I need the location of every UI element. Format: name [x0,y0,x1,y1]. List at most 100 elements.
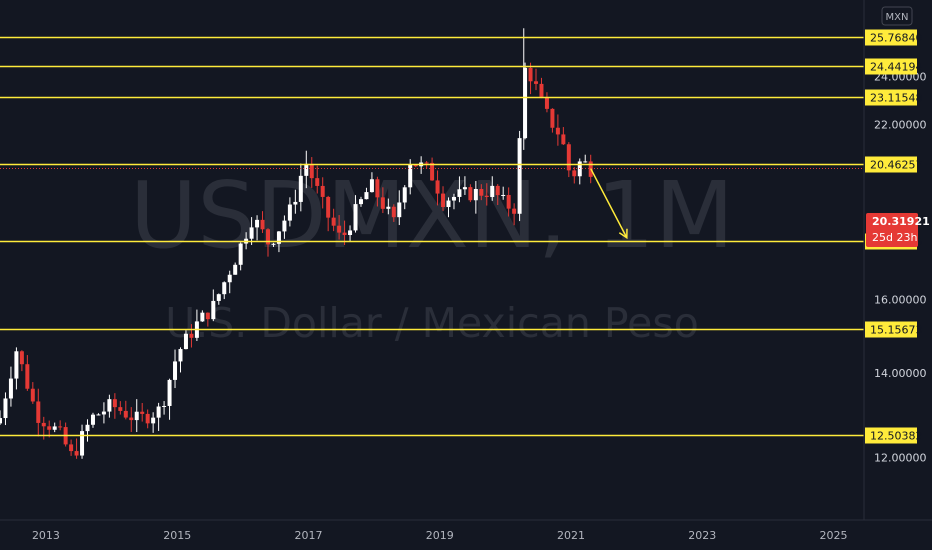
price-tick-label: 16.00000 [874,293,927,306]
candle-body [80,431,85,456]
candle-body [282,220,287,232]
price-tick-label: 12.00000 [874,452,927,465]
candle-body [342,232,347,235]
candle-body [145,413,150,424]
candle-body [227,274,232,283]
level-label-box [865,156,917,173]
candle-body [3,398,8,419]
currency-button-label[interactable]: MXN [886,12,909,23]
time-axis[interactable]: 2013 2015 2017 2019 2021 2023 2025 [32,529,848,542]
candle-body [451,196,456,201]
candle-body [544,96,549,109]
level-label: 20.46257 [870,159,923,172]
candle-body [326,196,331,218]
candle-body [473,189,478,201]
projection-arrow[interactable] [590,168,628,240]
candle-body [293,201,298,205]
candle-body [391,206,396,218]
candle-body [523,67,528,139]
candle-body [90,414,95,425]
candle-body [74,451,79,456]
candle-body [41,422,46,427]
candle-body [490,185,495,197]
candle-body [173,361,178,380]
candle-body [134,411,139,421]
candle-body [495,185,500,196]
candle-body [205,312,210,320]
candle-body [304,163,309,176]
currency-button[interactable]: MXN [881,6,913,26]
candle-body [517,138,522,214]
time-tick-label: 2013 [32,529,60,542]
candle-body [528,67,533,82]
candle-body [233,264,238,275]
candle-body [123,410,128,418]
candle-body [200,312,205,322]
candle-body [162,405,167,407]
arrow-shaft[interactable] [590,168,628,239]
candle-body [457,189,462,197]
time-tick-label: 2021 [557,529,585,542]
candle-body [331,217,336,226]
time-tick-label: 2025 [820,529,848,542]
candle-body [468,187,473,201]
price-tick-label: 14.00000 [874,367,927,380]
level-label: 24.44194 [870,61,923,74]
candle-body [441,193,446,208]
candle-body [369,179,374,193]
candle-body [501,194,506,196]
candle-body [572,170,577,177]
candle-body [298,175,303,202]
time-tick-label: 2015 [163,529,191,542]
candle-body [58,426,63,428]
candle-body [211,300,216,320]
candle-body [287,204,292,221]
last-price-value: 20.31921 [872,215,930,228]
level-label-box [865,89,917,106]
candle-body [30,388,35,402]
arrow-head[interactable] [618,228,628,240]
candle-body [19,351,24,365]
candle-body [413,164,418,167]
candle-body [561,134,566,145]
candle-body [107,399,112,412]
levels-layer[interactable] [0,36,864,437]
candle-body [47,426,52,430]
candle-body [238,243,243,265]
candle-body [550,108,555,128]
level-label-box [865,321,917,338]
candle-body [255,219,260,228]
candle-body [386,206,391,209]
candle-body [337,225,342,233]
candle-body [222,282,227,295]
level-label: 15.15673 [870,324,923,337]
candle-body [348,230,353,235]
level-label-box [865,427,917,444]
level-label-box [865,58,917,75]
candle-body [271,243,276,245]
time-tick-label: 2017 [294,529,322,542]
candle-body [8,378,13,399]
candle-body [430,162,435,181]
candle-body [555,127,560,135]
candle-body [36,401,41,423]
candle-body [260,219,265,230]
candle-body [25,364,30,389]
price-tick-label: 22.00000 [874,118,927,131]
candle-body [0,418,2,424]
candle-body [358,199,363,205]
candle-body [96,414,101,416]
time-tick-label: 2019 [426,529,454,542]
candle-body [583,161,588,163]
level-label-box [865,29,917,46]
candle-body [479,189,484,196]
candle-body [435,180,440,194]
currency-button-border[interactable] [881,6,913,26]
candle-body [446,200,451,208]
candle-body [566,144,571,171]
candle-body [118,407,123,411]
watermark-description: U.S. Dollar / Mexican Peso [165,299,699,347]
